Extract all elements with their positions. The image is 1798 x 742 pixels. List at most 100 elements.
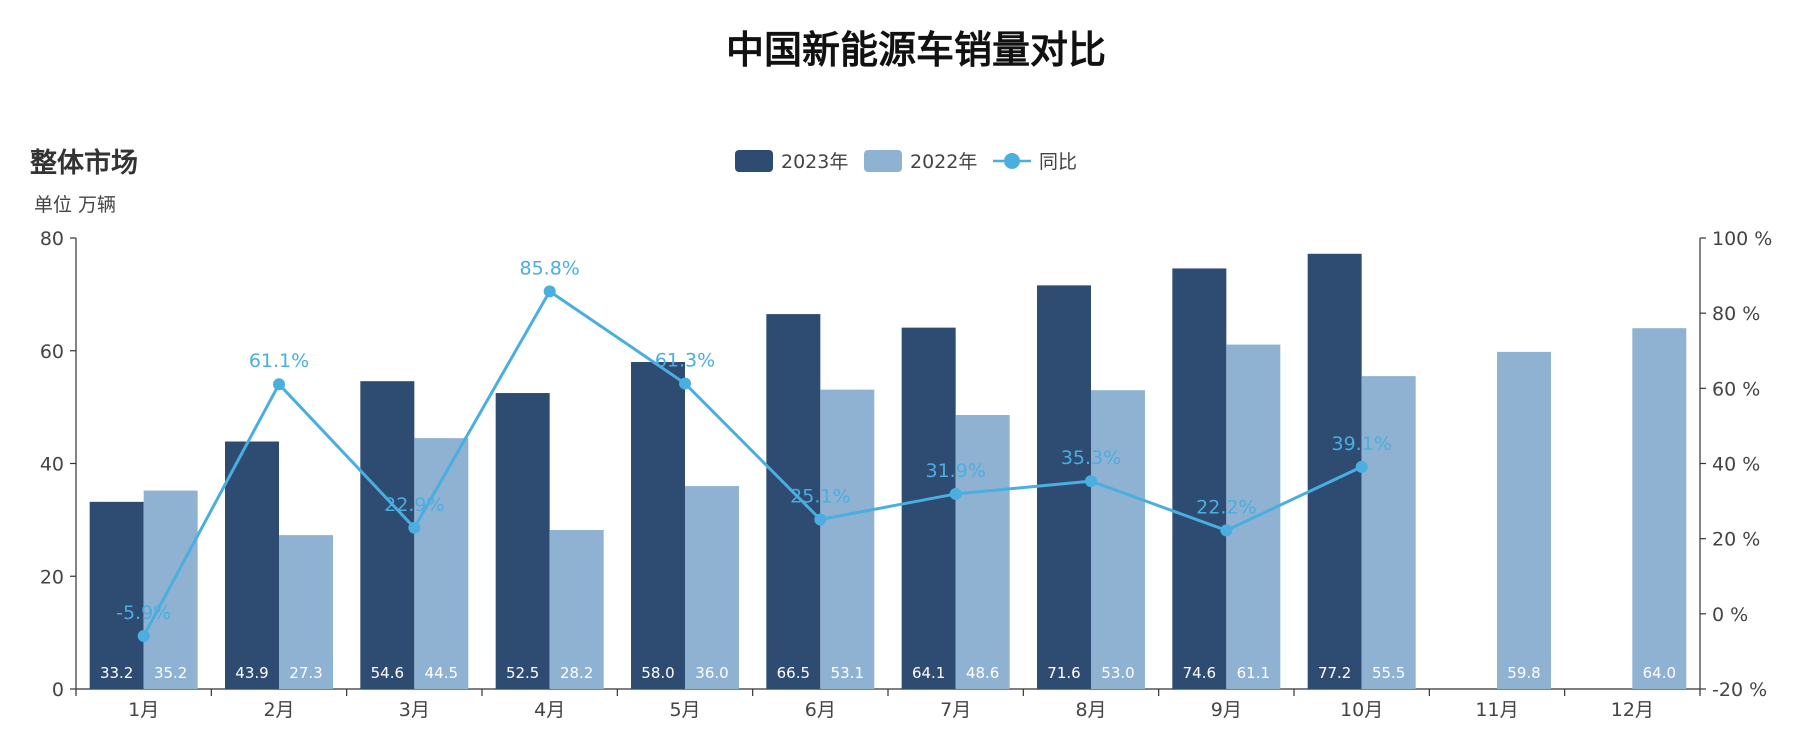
yoy-point-7月 bbox=[949, 487, 962, 500]
bar-value-label: 33.2 bbox=[100, 664, 133, 682]
y-left-tick-label: 20 bbox=[40, 566, 64, 588]
y-left-tick-label: 60 bbox=[40, 341, 64, 363]
bar-value-label: 74.6 bbox=[1183, 664, 1216, 682]
y-right-tick-label: 80 % bbox=[1712, 303, 1760, 325]
x-tick-label: 1月 bbox=[128, 699, 159, 721]
bar-value-label: 66.5 bbox=[777, 664, 810, 682]
yoy-point-8月 bbox=[1085, 475, 1097, 488]
bar-value-label: 53.1 bbox=[831, 664, 864, 682]
yoy-point-10月 bbox=[1355, 460, 1368, 473]
bar-2023年-2月 bbox=[225, 441, 279, 689]
bar-2023年-6月 bbox=[766, 314, 821, 689]
y-right-tick-label: 40 % bbox=[1712, 454, 1760, 476]
yoy-value-label: -5.9% bbox=[116, 602, 171, 624]
bar-2023年-1月 bbox=[89, 501, 144, 689]
legend-marker bbox=[1004, 153, 1020, 169]
legend-label: 同比 bbox=[1039, 151, 1077, 173]
y-right-tick-label: 100 % bbox=[1712, 228, 1772, 250]
x-tick-label: 2月 bbox=[263, 699, 294, 721]
bar-value-label: 48.6 bbox=[966, 664, 999, 682]
bar-2022年-3月 bbox=[414, 438, 469, 689]
bar-2022年-10月 bbox=[1361, 376, 1416, 689]
yoy-value-label: 39.1% bbox=[1331, 433, 1391, 455]
x-tick-label: 12月 bbox=[1611, 699, 1654, 721]
bar-2023年-5月 bbox=[631, 362, 685, 689]
yoy-point-2月 bbox=[273, 378, 285, 391]
x-tick-label: 5月 bbox=[669, 699, 700, 721]
axes: 0 20 40 60 80 -20 % 0 % 20 % 40 % 60 % 80 % 100 % 1月… bbox=[40, 228, 1773, 721]
bar-value-label: 54.6 bbox=[371, 664, 404, 682]
bar-2022年-11月 bbox=[1497, 351, 1551, 689]
bar-value-label: 61.1 bbox=[1237, 664, 1270, 682]
x-tick-label: 6月 bbox=[805, 699, 836, 721]
bar-2022年-4月 bbox=[549, 530, 604, 689]
bar-value-label: 43.9 bbox=[235, 664, 268, 682]
bar-value-label: 35.2 bbox=[154, 664, 187, 682]
yoy-value-label: 25.1% bbox=[790, 485, 850, 507]
legend[interactable]: 2023年 2022年 同比 bbox=[735, 150, 1077, 173]
bar-value-label: 28.2 bbox=[560, 664, 593, 682]
bar-2022年-5月 bbox=[685, 486, 739, 689]
unit-label: 单位 万辆 bbox=[34, 194, 116, 216]
y-left-tick-label: 80 bbox=[40, 228, 64, 250]
bar-value-label: 59.8 bbox=[1507, 664, 1540, 682]
yoy-value-label: 85.8% bbox=[519, 257, 579, 279]
legend-label: 2023年 bbox=[781, 151, 848, 173]
yoy-point-9月 bbox=[1220, 524, 1233, 537]
bar-2022年-8月 bbox=[1091, 390, 1145, 689]
bar-value-label: 36.0 bbox=[695, 664, 728, 682]
yoy-point-1月 bbox=[137, 630, 150, 643]
y-right-tick-label: 20 % bbox=[1712, 529, 1760, 551]
bar-2022年-1月 bbox=[143, 490, 198, 689]
bar-value-label: 58.0 bbox=[641, 664, 674, 682]
yoy-line bbox=[142, 289, 1363, 637]
bars bbox=[89, 253, 1687, 689]
bar-value-label: 71.6 bbox=[1047, 664, 1080, 682]
y-right-tick-label: 0 % bbox=[1712, 604, 1748, 626]
bar-2022年-6月 bbox=[820, 389, 875, 689]
bar-2023年-4月 bbox=[495, 393, 550, 689]
bar-2022年-2月 bbox=[279, 535, 333, 689]
x-tick-label: 9月 bbox=[1211, 699, 1242, 721]
bar-value-label: 64.1 bbox=[912, 664, 945, 682]
legend-item-2023年[interactable]: 2023年 bbox=[735, 150, 848, 173]
bar-2023年-7月 bbox=[901, 327, 956, 689]
y-right-tick-label: 60 % bbox=[1712, 378, 1760, 400]
x-tick-label: 3月 bbox=[399, 699, 430, 721]
bar-2023年-3月 bbox=[360, 381, 415, 689]
bar-value-label: 27.3 bbox=[289, 664, 322, 682]
bar-value-label: 64.0 bbox=[1643, 664, 1676, 682]
yoy-point-5月 bbox=[679, 377, 691, 390]
bar-value-label: 77.2 bbox=[1318, 664, 1351, 682]
yoy-value-label: 22.9% bbox=[384, 494, 444, 516]
chart-subtitle: 整体市场 bbox=[30, 147, 138, 179]
legend-swatch bbox=[864, 150, 902, 172]
yoy-point-4月 bbox=[543, 285, 556, 298]
legend-swatch bbox=[735, 150, 773, 172]
yoy-value-label: 31.9% bbox=[925, 460, 985, 482]
yoy-value-label: 61.3% bbox=[655, 349, 715, 371]
x-tick-label: 8月 bbox=[1075, 699, 1106, 721]
yoy-point-6月 bbox=[814, 513, 827, 526]
legend-item-2022年[interactable]: 2022年 bbox=[864, 150, 977, 173]
x-tick-label: 10月 bbox=[1340, 699, 1383, 721]
legend-item-同比[interactable]: 同比 bbox=[993, 151, 1077, 173]
yoy-value-label: 22.2% bbox=[1196, 496, 1256, 518]
legend-label: 2022年 bbox=[910, 151, 977, 173]
bar-value-label: 53.0 bbox=[1101, 664, 1134, 682]
bar-2023年-9月 bbox=[1172, 268, 1227, 689]
y-right-tick-label: -20 % bbox=[1712, 679, 1767, 701]
y-left-tick-label: 40 bbox=[40, 454, 64, 476]
bar-2022年-12月 bbox=[1632, 328, 1687, 689]
yoy-value-label: 61.1% bbox=[249, 350, 309, 372]
bar-2023年-8月 bbox=[1037, 285, 1091, 689]
y-left-tick-label: 0 bbox=[52, 679, 64, 701]
x-tick-label: 11月 bbox=[1475, 699, 1518, 721]
x-tick-label: 4月 bbox=[534, 699, 565, 721]
yoy-point-3月 bbox=[408, 521, 421, 534]
bar-value-label: 55.5 bbox=[1372, 664, 1405, 682]
yoy-value-label: 35.3% bbox=[1061, 447, 1121, 469]
bar-value-label: 52.5 bbox=[506, 664, 539, 682]
x-tick-label: 7月 bbox=[940, 699, 971, 721]
